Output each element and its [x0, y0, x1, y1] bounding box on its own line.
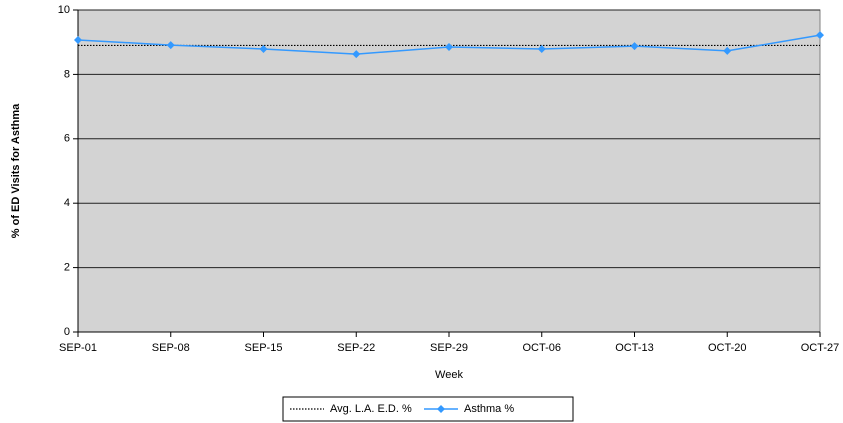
x-tick-label: SEP-15	[245, 342, 283, 354]
legend-label: Avg. L.A. E.D. %	[330, 403, 412, 415]
point	[166, 41, 175, 50]
x-tick-label: OCT-20	[708, 342, 747, 354]
plot-area	[77, 9, 821, 333]
x-axis-label: Week	[435, 369, 463, 381]
y-axis-label: % of ED Visits for Asthma	[10, 103, 22, 238]
x-tick-label: SEP-29	[430, 342, 468, 354]
y-tick-label: 6	[64, 133, 70, 145]
x-tick-label: SEP-22	[337, 342, 375, 354]
y-tick-label: 0	[64, 326, 70, 338]
point	[352, 50, 361, 59]
x-tick-label: OCT-27	[801, 342, 840, 354]
legend-label: Asthma %	[464, 403, 514, 415]
x-tick-label: SEP-08	[152, 342, 190, 354]
x-tick-label: SEP-01	[59, 342, 97, 354]
point	[74, 35, 82, 44]
x-tick-label: OCT-13	[615, 342, 654, 354]
point	[445, 43, 453, 52]
point	[630, 42, 639, 51]
y-tick-label: 4	[64, 197, 70, 209]
point	[537, 44, 546, 53]
x-tick-label: OCT-06	[522, 342, 561, 354]
legend-marker	[437, 405, 445, 413]
y-tick-label: 2	[64, 262, 70, 274]
point	[259, 44, 268, 53]
point	[723, 46, 732, 55]
point	[816, 31, 824, 40]
y-tick-label: 10	[58, 4, 70, 16]
y-tick-label: 8	[64, 68, 70, 80]
